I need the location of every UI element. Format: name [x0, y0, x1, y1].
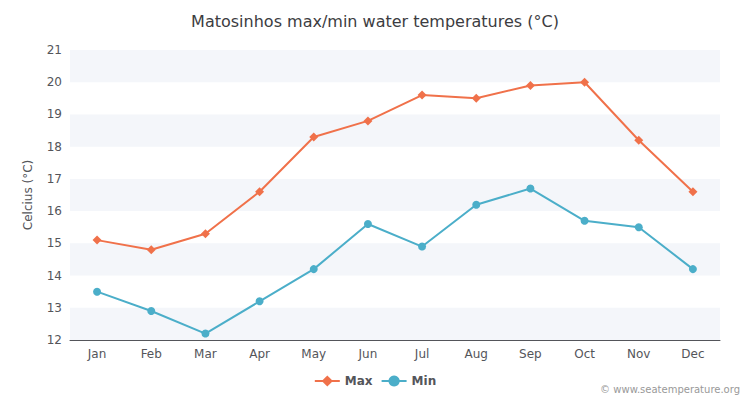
svg-text:15: 15	[47, 236, 62, 250]
svg-text:May: May	[301, 347, 326, 361]
svg-text:12: 12	[47, 333, 62, 347]
svg-text:Min: Min	[412, 374, 437, 388]
svg-text:Jun: Jun	[358, 347, 378, 361]
svg-text:© www.seatemperature.org: © www.seatemperature.org	[600, 384, 740, 395]
svg-text:Dec: Dec	[681, 347, 704, 361]
svg-text:Jan: Jan	[87, 347, 107, 361]
svg-text:Oct: Oct	[574, 347, 595, 361]
svg-text:Apr: Apr	[249, 347, 270, 361]
svg-text:20: 20	[47, 75, 62, 89]
svg-text:13: 13	[47, 301, 62, 315]
svg-text:Aug: Aug	[465, 347, 488, 361]
svg-text:14: 14	[47, 269, 62, 283]
svg-text:16: 16	[47, 204, 62, 218]
svg-text:19: 19	[47, 107, 62, 121]
svg-text:21: 21	[47, 43, 62, 57]
svg-text:Sep: Sep	[519, 347, 542, 361]
svg-text:Jul: Jul	[414, 347, 429, 361]
svg-text:17: 17	[47, 172, 62, 186]
svg-text:Max: Max	[345, 374, 373, 388]
svg-text:Mar: Mar	[194, 347, 217, 361]
svg-text:Celcius (°C): Celcius (°C)	[21, 160, 35, 230]
svg-text:Nov: Nov	[627, 347, 650, 361]
svg-text:Feb: Feb	[141, 347, 162, 361]
svg-text:Matosinhos max/min water tempe: Matosinhos max/min water temperatures (°…	[191, 12, 559, 31]
svg-text:18: 18	[47, 140, 62, 154]
